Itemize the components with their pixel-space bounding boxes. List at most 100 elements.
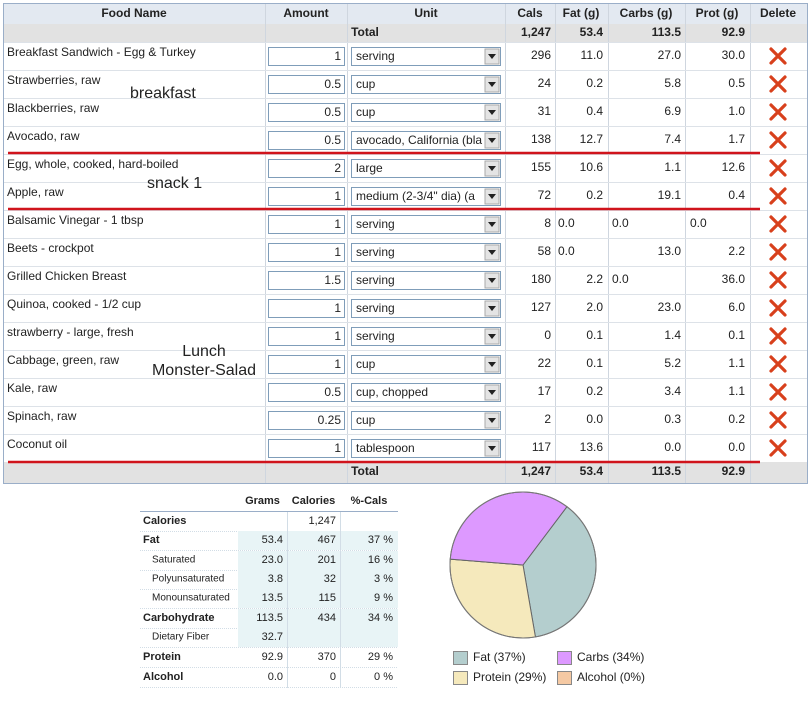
amount-input[interactable]: [268, 439, 345, 458]
amount-input[interactable]: [268, 271, 345, 290]
unit-select[interactable]: [351, 159, 501, 178]
nutrient-value: 0.0: [558, 244, 575, 258]
nutrition-label: Saturated: [152, 555, 195, 566]
nutrient-value: 13.6: [580, 440, 604, 454]
total-row: [4, 24, 807, 42]
amount-input[interactable]: [268, 327, 345, 346]
nutrient-value: 0.2: [728, 412, 745, 426]
amount-input[interactable]: [268, 47, 345, 66]
nutrition-cell-bg: [238, 531, 398, 550]
food-name-link[interactable]: Cabbage, green, raw: [7, 353, 119, 367]
nutrient-value: 19.1: [658, 188, 682, 202]
unit-select[interactable]: [351, 215, 501, 234]
food-name-link[interactable]: Breakfast Sandwich - Egg & Turkey: [7, 45, 196, 59]
delete-button[interactable]: [769, 439, 787, 457]
nutrient-value: 2.2: [586, 272, 603, 286]
unit-value: serving: [356, 301, 395, 315]
amount-input[interactable]: [268, 299, 345, 318]
delete-button[interactable]: [769, 215, 787, 233]
amount-input[interactable]: [268, 411, 345, 430]
unit-select[interactable]: [351, 75, 501, 94]
amount-input[interactable]: [268, 355, 345, 374]
delete-button[interactable]: [769, 243, 787, 261]
unit-select[interactable]: [351, 103, 501, 122]
delete-button[interactable]: [769, 327, 787, 345]
delete-button[interactable]: [769, 271, 787, 289]
delete-button[interactable]: [769, 131, 787, 149]
nutrient-value: 3.4: [664, 384, 681, 398]
nutrition-cell-bg: [238, 609, 398, 628]
unit-select[interactable]: [351, 131, 501, 150]
pie-slice: [449, 558, 537, 639]
column-header: Food Name: [101, 6, 167, 20]
food-name-link[interactable]: Apple, raw: [7, 185, 64, 199]
nutrient-value: 1.1: [728, 356, 745, 370]
amount-input[interactable]: [268, 131, 345, 150]
food-name-link[interactable]: Kale, raw: [7, 381, 57, 395]
nutrient-value: 7.4: [664, 132, 681, 146]
unit-select[interactable]: [351, 271, 501, 290]
annotation: breakfast: [130, 85, 196, 102]
unit-select[interactable]: [351, 243, 501, 262]
nutrient-value: 0.2: [586, 384, 603, 398]
legend-swatch: [557, 651, 572, 665]
food-name-link[interactable]: Strawberries, raw: [7, 73, 101, 87]
nutrient-value: 24: [538, 76, 552, 90]
amount-input[interactable]: [268, 243, 345, 262]
delete-button[interactable]: [769, 47, 787, 65]
select-arrow: [488, 54, 496, 59]
food-name-link[interactable]: Grilled Chicken Breast: [7, 269, 127, 283]
amount-value: 0.5: [324, 105, 341, 119]
delete-button[interactable]: [769, 355, 787, 373]
unit-select[interactable]: [351, 411, 501, 430]
nutrient-value: 0.0: [612, 272, 629, 286]
unit-select[interactable]: [351, 327, 501, 346]
delete-button[interactable]: [769, 411, 787, 429]
amount-value: 1.5: [324, 273, 341, 287]
unit-value: serving: [356, 329, 395, 343]
select-arrow: [488, 82, 496, 87]
amount-input[interactable]: [268, 383, 345, 402]
food-name-link[interactable]: Blackberries, raw: [7, 101, 99, 115]
nutrient-value: 155: [531, 160, 551, 174]
amount-value: 1: [334, 357, 341, 371]
nutrition-value: 370: [318, 651, 336, 663]
nutrient-value: 296: [531, 48, 551, 62]
food-name-link[interactable]: Spinach, raw: [7, 409, 77, 423]
amount-input[interactable]: [268, 159, 345, 178]
nutrition-value: 434: [318, 612, 336, 624]
amount-value: 1: [334, 301, 341, 315]
nutrient-value: 2: [544, 412, 551, 426]
nutrition-value: 9 %: [374, 592, 393, 604]
select-arrow: [488, 390, 496, 395]
food-name-link[interactable]: Balsamic Vinegar - 1 tbsp: [7, 213, 144, 227]
delete-button[interactable]: [769, 383, 787, 401]
amount-input[interactable]: [268, 187, 345, 206]
amount-input[interactable]: [268, 75, 345, 94]
unit-select[interactable]: [351, 299, 501, 318]
food-name-link[interactable]: strawberry - large, fresh: [7, 325, 134, 339]
select-arrow: [488, 334, 496, 339]
legend-label: Carbs (34%): [577, 650, 644, 664]
unit-select[interactable]: [351, 355, 501, 374]
legend-swatch: [557, 671, 572, 685]
unit-select[interactable]: [351, 439, 501, 458]
delete-button[interactable]: [769, 103, 787, 121]
delete-button[interactable]: [769, 187, 787, 205]
nutrition-value: 3 %: [374, 573, 393, 585]
amount-input[interactable]: [268, 103, 345, 122]
food-name-link[interactable]: Coconut oil: [7, 437, 67, 451]
unit-select[interactable]: [351, 383, 501, 402]
food-name-link[interactable]: Beets - crockpot: [7, 241, 94, 255]
nutrition-cell-bg: [238, 570, 398, 589]
amount-input[interactable]: [268, 215, 345, 234]
delete-button[interactable]: [769, 159, 787, 177]
delete-button[interactable]: [769, 75, 787, 93]
food-name-link[interactable]: Egg, whole, cooked, hard-boiled: [7, 157, 178, 171]
nutrition-value: 23.0: [262, 554, 283, 566]
food-name-link[interactable]: Quinoa, cooked - 1/2 cup: [7, 297, 141, 311]
food-name-link[interactable]: Avocado, raw: [7, 129, 80, 143]
unit-select[interactable]: [351, 187, 501, 206]
delete-button[interactable]: [769, 299, 787, 317]
unit-select[interactable]: [351, 47, 501, 66]
